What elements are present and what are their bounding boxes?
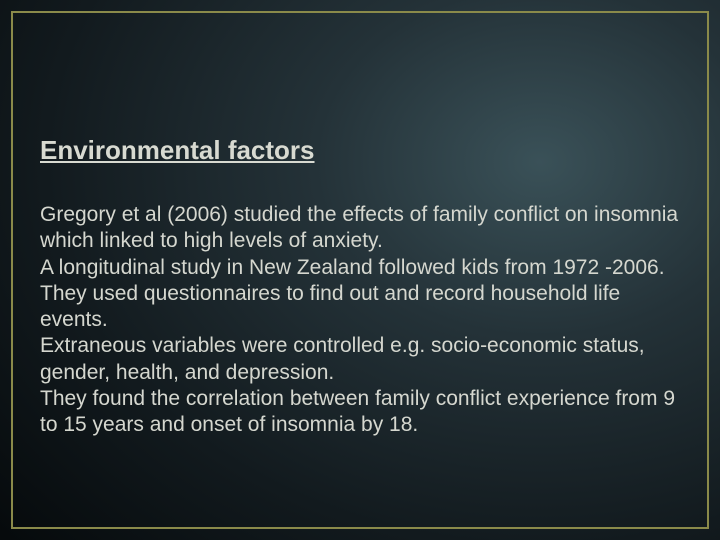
body-paragraph: Extraneous variables were controlled e.g… (40, 333, 680, 386)
slide-heading: Environmental factors (40, 135, 680, 166)
slide-body: Gregory et al (2006) studied the effects… (40, 202, 680, 438)
body-paragraph: Gregory et al (2006) studied the effects… (40, 202, 680, 255)
slide-content: Environmental factors Gregory et al (200… (40, 135, 680, 438)
body-paragraph: They found the correlation between famil… (40, 386, 680, 439)
slide: Environmental factors Gregory et al (200… (0, 0, 720, 540)
body-paragraph: A longitudinal study in New Zealand foll… (40, 255, 680, 334)
